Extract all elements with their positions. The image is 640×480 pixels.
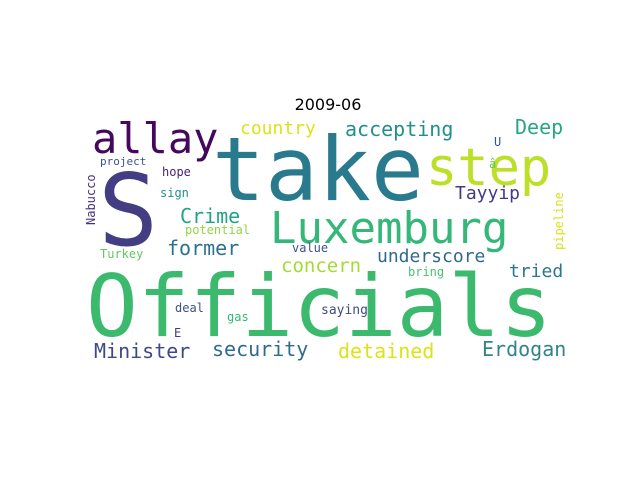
chart-title: 2009-06 bbox=[295, 95, 362, 114]
word-12: country bbox=[240, 118, 316, 139]
word-13: Tayyip bbox=[455, 183, 520, 204]
word-30: deal bbox=[175, 301, 204, 315]
word-9: Erdogan bbox=[482, 337, 566, 361]
word-33: E bbox=[174, 326, 181, 340]
word-24: Turkey bbox=[100, 247, 143, 261]
word-5: allay bbox=[92, 114, 218, 163]
word-16: concern bbox=[281, 255, 361, 277]
word-27: pipeline bbox=[552, 192, 566, 250]
word-11: Deep bbox=[515, 115, 563, 139]
word-32: saying bbox=[321, 303, 368, 318]
word-4: Luxemburg bbox=[270, 203, 508, 254]
word-29: â bbox=[489, 157, 496, 171]
word-7: Minister bbox=[94, 339, 190, 363]
word-15: former bbox=[167, 236, 239, 260]
word-1: take bbox=[212, 118, 424, 221]
word-25: value bbox=[292, 241, 328, 255]
word-18: tried bbox=[509, 261, 563, 282]
word-20: project bbox=[100, 155, 146, 168]
word-23: potential bbox=[185, 223, 250, 237]
word-10: accepting bbox=[345, 117, 453, 141]
word-0: Officials bbox=[86, 257, 552, 357]
word-2: S bbox=[98, 152, 158, 269]
word-22: sign bbox=[160, 186, 189, 200]
word-17: underscore bbox=[377, 246, 485, 267]
word-21: hope bbox=[162, 165, 191, 179]
word-14: Crime bbox=[180, 204, 240, 228]
word-6: security bbox=[212, 337, 308, 361]
word-3: step bbox=[426, 138, 551, 198]
word-28: U bbox=[494, 135, 501, 149]
word-19: Nabucco bbox=[84, 174, 98, 225]
word-31: gas bbox=[227, 310, 249, 324]
word-26: bring bbox=[408, 265, 444, 279]
word-8: detained bbox=[338, 339, 434, 363]
